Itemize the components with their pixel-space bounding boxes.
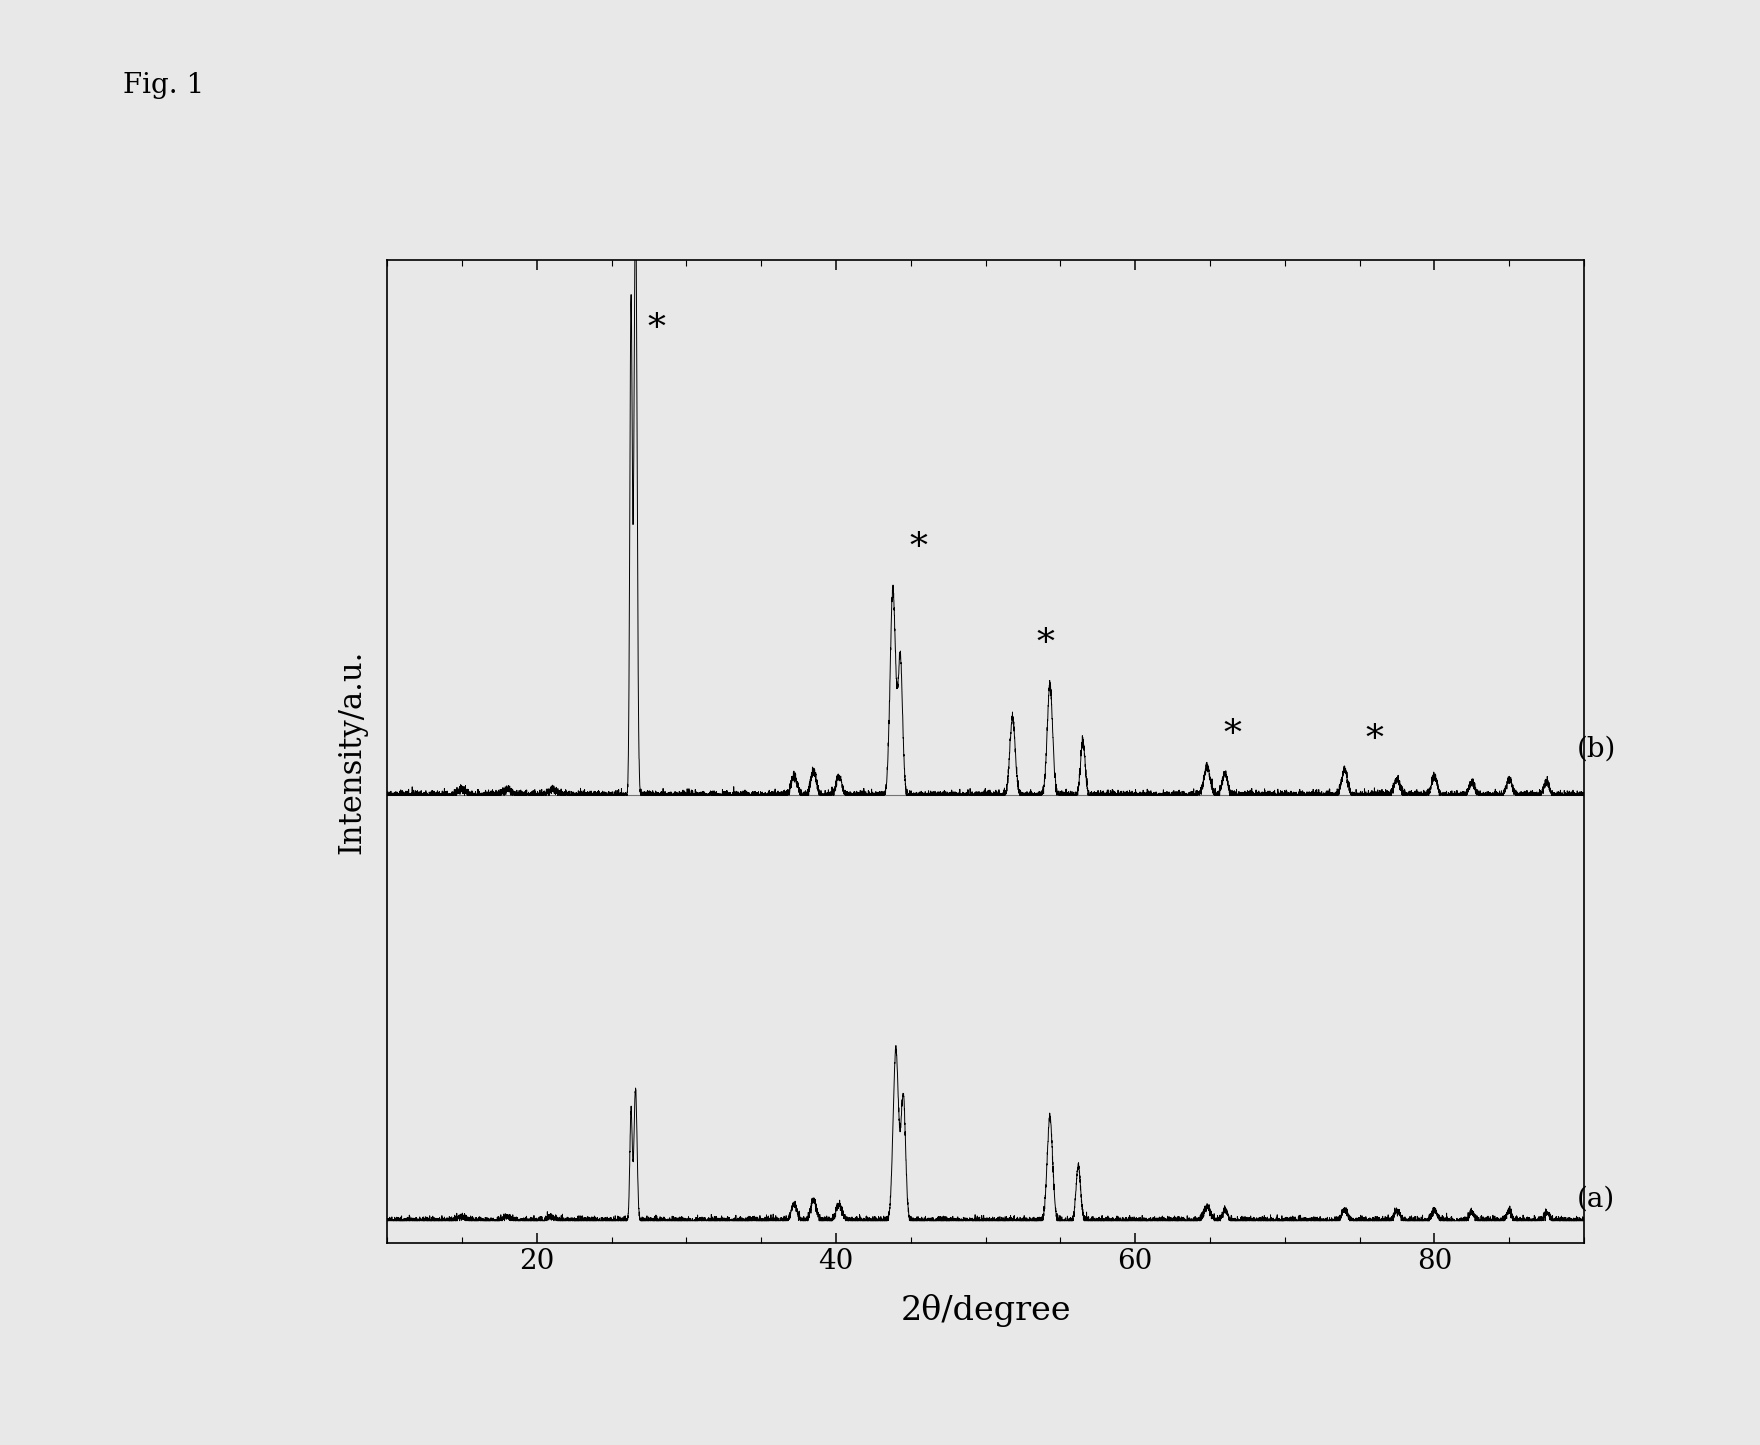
Text: (b): (b) xyxy=(1577,736,1616,763)
Text: *: * xyxy=(910,532,928,565)
Text: *: * xyxy=(1037,627,1054,662)
Text: *: * xyxy=(648,312,665,345)
Text: Fig. 1: Fig. 1 xyxy=(123,72,204,100)
Y-axis label: Intensity/a.u.: Intensity/a.u. xyxy=(336,649,368,854)
X-axis label: 2θ/degree: 2θ/degree xyxy=(901,1295,1070,1327)
Text: (a): (a) xyxy=(1577,1185,1614,1212)
Text: *: * xyxy=(1366,724,1383,757)
Text: *: * xyxy=(1223,718,1241,751)
